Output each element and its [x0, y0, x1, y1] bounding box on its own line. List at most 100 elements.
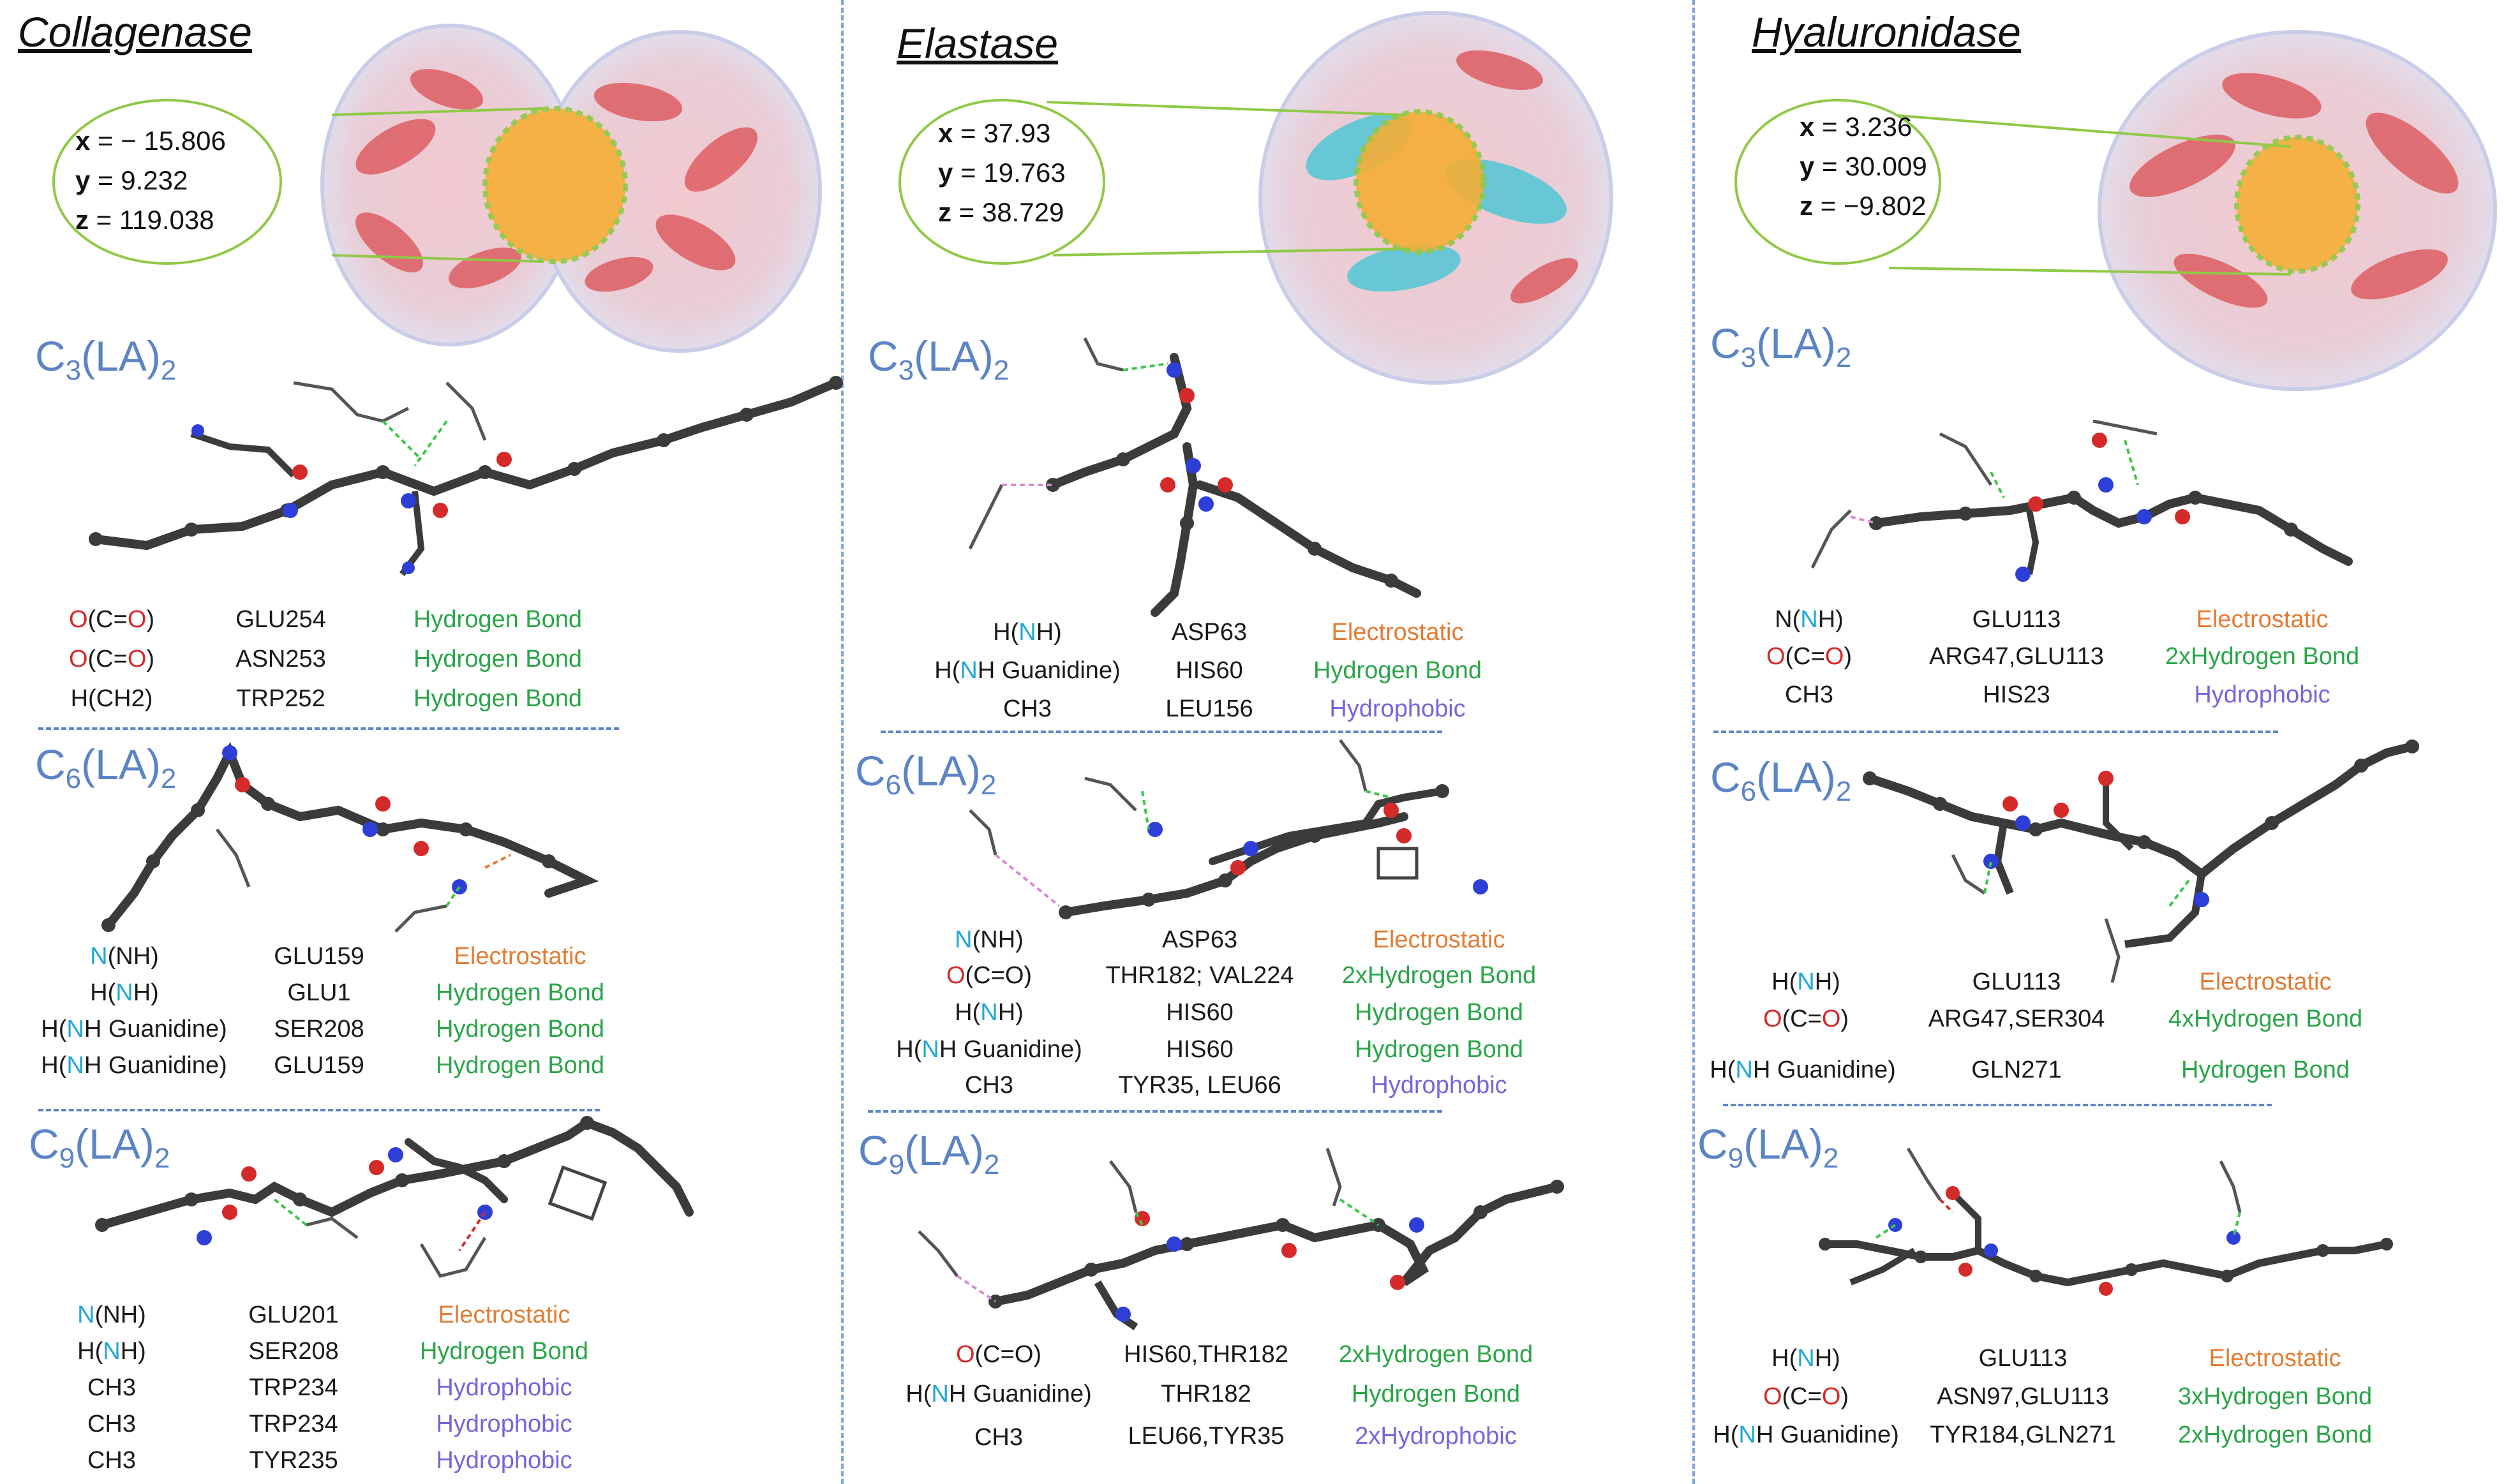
interaction-cell: Hydrophobic [436, 1411, 572, 1437]
group-cell: CH3 [974, 1424, 1024, 1451]
group-cell: O(C=O) [1763, 1005, 1849, 1032]
residue-cell: ARG47,GLU113 [1929, 643, 2104, 670]
section-divider [1723, 1104, 2272, 1106]
residue-cell: ASP63 [1161, 926, 1238, 953]
group-cell: O(C=O) [955, 1341, 1042, 1368]
enzyme-title: Elastase [897, 20, 1059, 67]
group-cell: H(NH) [993, 619, 1062, 646]
compound-label-c9: C9(LA)2 [858, 1127, 1000, 1180]
residue-cell: GLU201 [248, 1302, 339, 1328]
coord-y: y = 19.763 [938, 158, 1066, 188]
interaction-cell: 3xHydrogen Bond [2177, 1383, 2373, 1410]
interaction-cell: Hydrogen Bond [413, 606, 583, 633]
interaction-cell: Hydrophobic [436, 1447, 572, 1474]
residue-cell: GLU159 [274, 943, 364, 970]
group-cell: O(C=O) [1763, 1383, 1849, 1410]
coord-z: z = −9.802 [1800, 191, 1927, 221]
coord-z: z = 119.038 [75, 205, 214, 235]
group-cell: H(NH Guanidine) [896, 1036, 1082, 1063]
binding-site-coordinates: x = 37.93 y = 19.763 z = 38.729 [938, 114, 1066, 232]
group-cell: H(CH2) [70, 685, 153, 712]
group-cell: H(NH Guanidine) [41, 1052, 227, 1079]
group-cell: H(NH Guanidine) [906, 1381, 1092, 1407]
interaction-cell: 4xHydrogen Bond [2168, 1005, 2363, 1032]
interaction-cell: Electrostatic [1331, 619, 1464, 646]
enzyme-title: Collagenase [18, 8, 252, 56]
coord-x: x = − 15.806 [75, 126, 226, 156]
residue-cell: THR182 [1161, 1381, 1251, 1407]
interaction-cell: 2xHydrogen Bond [2165, 643, 2360, 670]
residue-cell: HIS60 [1166, 999, 1234, 1026]
residue-cell: HIS60 [1166, 1036, 1234, 1063]
residue-cell: TRP252 [236, 685, 325, 712]
group-cell: O(C=O) [946, 962, 1033, 989]
interaction-cell: Hydrogen Bond [1354, 999, 1524, 1026]
group-cell: CH3 [87, 1374, 137, 1401]
group-cell: H(NH) [77, 1338, 146, 1365]
coord-y: y = 30.009 [1800, 151, 1927, 181]
interaction-cell: Hydrogen Bond [413, 646, 583, 672]
group-cell: CH3 [87, 1411, 137, 1437]
interaction-cell: Electrostatic [438, 1302, 570, 1328]
coord-x: x = 37.93 [938, 118, 1051, 148]
interaction-cell: Hydrogen Bond [435, 1052, 605, 1079]
interaction-cell: Hydrogen Bond [435, 979, 605, 1006]
group-cell: H(NH) [1771, 1345, 1840, 1372]
interaction-cell: Electrostatic [2199, 968, 2332, 995]
protein-structure-image [899, 11, 1613, 385]
interaction-cell: Hydrophobic [2194, 681, 2330, 708]
group-cell: CH3 [87, 1447, 137, 1474]
residue-cell: TYR184,GLN271 [1930, 1421, 2116, 1448]
residue-cell: GLU159 [274, 1052, 364, 1079]
group-cell: O(C=O) [68, 646, 155, 672]
protein-structure-image [1734, 30, 2497, 391]
interaction-cell: Hydrogen Bond [419, 1338, 589, 1365]
group-cell: H(NH) [1771, 968, 1840, 995]
residue-cell: THR182; VAL224 [1105, 962, 1294, 989]
residue-cell: GLU1 [287, 979, 351, 1006]
interaction-cell: Hydrophobic [436, 1374, 572, 1401]
section-divider [1713, 731, 2278, 733]
interaction-cell: Electrostatic [2209, 1345, 2341, 1372]
residue-cell: ASP63 [1171, 619, 1248, 646]
compound-label-c9: C9(LA)2 [29, 1120, 170, 1174]
binding-site-coordinates: x = 3.236 y = 30.009 z = −9.802 [1800, 107, 1927, 226]
interaction-cell: Electrostatic [1373, 926, 1505, 953]
section-divider [868, 1110, 1442, 1113]
section-divider [38, 1109, 600, 1111]
residue-cell: GLU254 [235, 606, 326, 633]
residue-cell: GLN271 [1971, 1057, 2062, 1083]
group-cell: N(NH) [77, 1302, 146, 1328]
compound-label-c9: C9(LA)2 [1697, 1120, 1839, 1174]
column-separator-2 [1692, 0, 1695, 1484]
column-separator-1 [841, 0, 844, 1484]
group-cell: O(C=O) [1766, 643, 1853, 670]
group-cell: H(NH) [955, 999, 1024, 1026]
section-divider [38, 727, 619, 730]
group-cell: H(NH) [90, 979, 159, 1006]
interaction-cell: Hydrogen Bond [2181, 1057, 2350, 1083]
residue-cell: GLU113 [1978, 1345, 2068, 1372]
residue-cell: TYR35, LEU66 [1118, 1072, 1281, 1099]
interaction-cell: Hydrogen Bond [435, 1016, 605, 1043]
group-cell: N(NH) [90, 943, 159, 970]
residue-cell: LEU156 [1165, 695, 1253, 722]
group-cell: N(NH) [955, 926, 1024, 953]
group-cell: H(NH Guanidine) [41, 1016, 227, 1043]
residue-cell: HIS23 [1983, 681, 2050, 708]
residue-cell: LEU66,TYR35 [1128, 1423, 1285, 1450]
molecule-structure-c9 [95, 1116, 694, 1278]
residue-cell: TYR235 [249, 1447, 338, 1474]
compound-label-c6: C6(LA)2 [1710, 753, 1852, 807]
residue-cell: TRP234 [249, 1374, 338, 1401]
group-cell: CH3 [1003, 695, 1052, 722]
interaction-cell: 2xHydrogen Bond [1338, 1341, 1533, 1368]
group-cell: CH3 [964, 1072, 1014, 1099]
interaction-cell: Hydrogen Bond [1313, 657, 1482, 684]
residue-cell: ARG47,SER304 [1928, 1005, 2105, 1032]
molecule-structure-c3 [89, 376, 843, 576]
residue-cell: SER208 [274, 1016, 364, 1043]
interaction-cell: Electrostatic [454, 943, 586, 970]
